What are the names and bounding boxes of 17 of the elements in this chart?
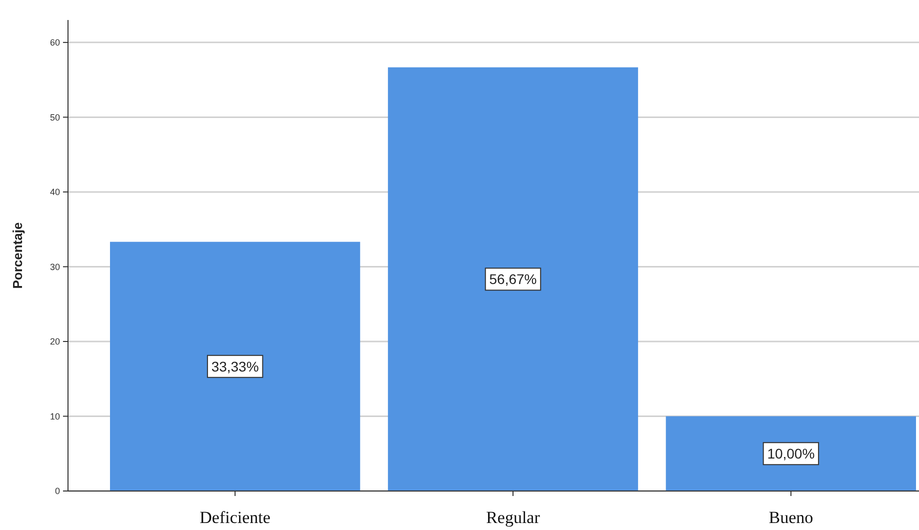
bar [110,242,360,491]
x-tick-label: Regular [486,508,540,527]
y-tick-label: 50 [50,112,60,122]
data-label: 10,00% [767,446,815,462]
bar [666,416,916,491]
x-tick-label: Deficiente [200,508,270,527]
x-tick-label: Bueno [768,508,814,527]
y-tick-label: 20 [50,336,60,347]
y-tick-label: 40 [50,187,60,198]
bar [388,67,638,491]
data-label: 33,33% [211,358,259,374]
y-tick-label: 0 [54,486,60,496]
y-axis-title: Porcentaje [10,222,25,289]
y-tick-label: 30 [50,262,60,272]
y-tick-label: 60 [50,38,60,48]
y-tick-label: 10 [50,411,60,422]
data-label: 56,67% [489,271,537,288]
